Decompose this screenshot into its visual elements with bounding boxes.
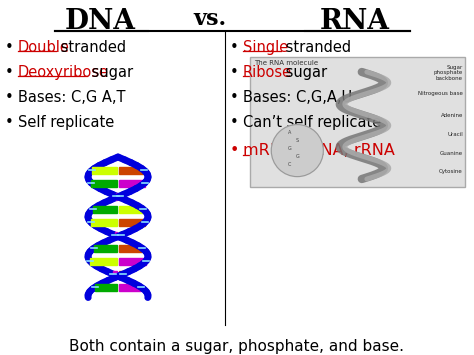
Text: Cytosine: Cytosine (439, 169, 463, 174)
Bar (119, 218, 146, 225)
Text: The RNA molecule: The RNA molecule (254, 60, 318, 66)
Text: Adenine: Adenine (441, 113, 463, 118)
Text: Guanine: Guanine (440, 151, 463, 156)
Text: Nitrogeous base: Nitrogeous base (418, 91, 463, 96)
Text: C: C (288, 162, 291, 167)
Text: Can’t self replicate: Can’t self replicate (243, 115, 381, 130)
Text: A: A (288, 130, 291, 135)
Text: G: G (295, 154, 299, 159)
Bar (95, 284, 117, 290)
Bar (119, 245, 142, 251)
Bar (90, 257, 117, 264)
Text: •: • (5, 90, 14, 105)
Bar (119, 166, 144, 174)
Bar (119, 192, 120, 200)
Text: Single: Single (243, 40, 288, 55)
Text: stranded: stranded (281, 40, 351, 55)
Text: •: • (230, 40, 239, 55)
Text: •: • (230, 65, 239, 80)
Text: Double: Double (18, 40, 70, 55)
Text: •: • (230, 115, 239, 130)
Text: sugar: sugar (281, 65, 327, 80)
Text: sugar: sugar (87, 65, 133, 80)
Text: Deoxyribose: Deoxyribose (18, 65, 109, 80)
Text: S: S (296, 138, 299, 143)
Text: DNA: DNA (64, 8, 136, 35)
Text: G: G (287, 146, 291, 151)
Text: Both contain a sugar, phosphate, and base.: Both contain a sugar, phosphate, and bas… (70, 339, 404, 354)
Text: Sugar
phosphate
backbone: Sugar phosphate backbone (434, 65, 463, 81)
Bar (113, 271, 117, 278)
Bar (119, 271, 123, 278)
Bar (91, 218, 117, 225)
Bar (119, 284, 141, 290)
Bar (119, 231, 121, 239)
Text: mRNA, tRNA, rRNA: mRNA, tRNA, rRNA (243, 143, 395, 158)
Bar (119, 257, 146, 264)
Text: vs.: vs. (193, 8, 227, 30)
Text: •: • (5, 65, 14, 80)
Text: •: • (230, 143, 239, 158)
Bar (115, 231, 117, 239)
Text: Ribose: Ribose (243, 65, 292, 80)
Bar (119, 180, 145, 186)
Bar (93, 206, 117, 213)
Text: RNA: RNA (320, 8, 390, 35)
Bar (250, 57, 465, 187)
Text: •: • (5, 40, 14, 55)
Text: Uracil: Uracil (447, 132, 463, 137)
Text: Bases: C,G,A,U: Bases: C,G,A,U (243, 90, 352, 105)
Bar (91, 180, 117, 186)
Text: •: • (230, 90, 239, 105)
Bar (116, 192, 117, 200)
Bar (94, 245, 117, 251)
Bar (92, 166, 117, 174)
Text: Bases: C,G A,T: Bases: C,G A,T (18, 90, 126, 105)
Text: stranded: stranded (56, 40, 126, 55)
Circle shape (271, 125, 323, 176)
Bar (119, 206, 143, 213)
Text: Self replicate: Self replicate (18, 115, 114, 130)
Text: •: • (5, 115, 14, 130)
